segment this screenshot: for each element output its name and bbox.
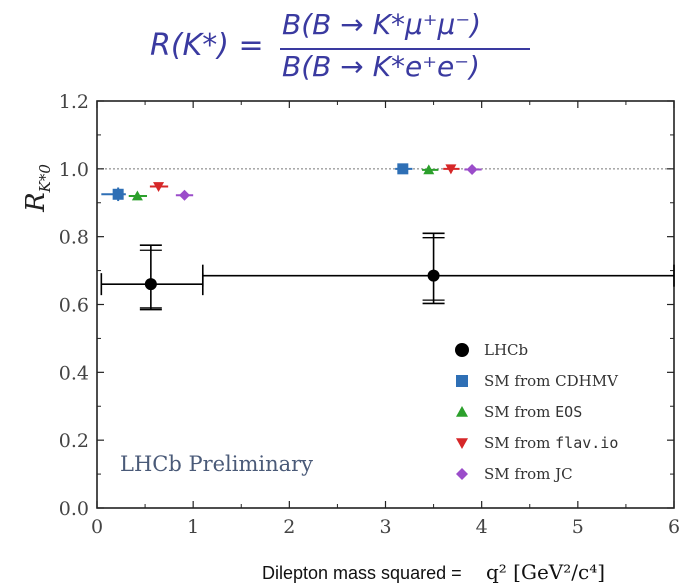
x-tick-label: 5 [572,516,584,538]
series-sm-from-cdhmv [101,163,413,202]
series-sm-from-eos [128,164,439,201]
data-point [423,164,435,175]
x-tick-label: 3 [379,516,391,538]
legend: LHCb SM from CDHMV SM from EOS SM from flav… [455,341,619,483]
data-point [397,163,409,175]
data-point [445,164,457,175]
legend-label: SM from flav.io [484,434,618,452]
legend-label: SM from EOS [484,403,582,421]
legend-marker [455,343,469,357]
y-tick-label: 0.0 [59,498,89,520]
data-point [112,188,124,200]
y-tick-label: 0.8 [59,227,89,249]
x-tick-label: 0 [91,516,103,538]
y-tick-label: 0.4 [59,362,89,384]
series-lhcb [100,232,675,311]
y-axis-label: RK*0 [21,164,54,213]
x-axis-label: Dilepton mass squared = [262,563,462,583]
legend-marker [456,406,468,417]
ticks-layer: 0.0 0.2 0.4 0.6 0.8 1.0 1.2 0 1 2 3 4 5 6 [59,91,680,538]
y-tick-label: 1.2 [59,91,89,113]
data-point [153,182,165,192]
formula-title: R(K*) = B(B → K*μ⁺μ⁻) B(B → K*e⁺e⁻) [0,2,691,92]
formula-numerator: B(B → K*μ⁺μ⁻) [282,8,482,41]
chart-annotation: LHCb Preliminary [120,452,313,476]
y-tick-label: 0.6 [59,295,89,317]
legend-marker [456,438,468,449]
legend-marker [456,375,468,387]
data-point [131,190,143,201]
x-tick-label: 6 [668,516,680,538]
legend-label: LHCb [484,341,528,359]
data-point [144,278,157,291]
data-point [179,189,191,201]
data-point [427,269,440,282]
formula-fraction-bar [280,48,530,50]
formula-lhs: R(K*) = [150,28,264,63]
series-sm-from-flav-io [149,164,460,192]
series-sm-from-jc [175,164,482,201]
x-axis-label-units: q² [GeV²/c⁴] [486,560,605,584]
data-point [466,164,478,176]
y-tick-label: 1.0 [59,159,89,181]
legend-label: SM from CDHMV [484,372,619,390]
data-layer [100,163,675,311]
x-tick-label: 2 [283,516,295,538]
x-tick-label: 4 [476,516,488,538]
x-tick-label: 1 [187,516,199,538]
y-tick-label: 0.2 [59,430,89,452]
formula-denominator: B(B → K*e⁺e⁻) [282,50,480,83]
legend-marker [456,468,468,480]
legend-label: SM from JC [484,465,573,483]
